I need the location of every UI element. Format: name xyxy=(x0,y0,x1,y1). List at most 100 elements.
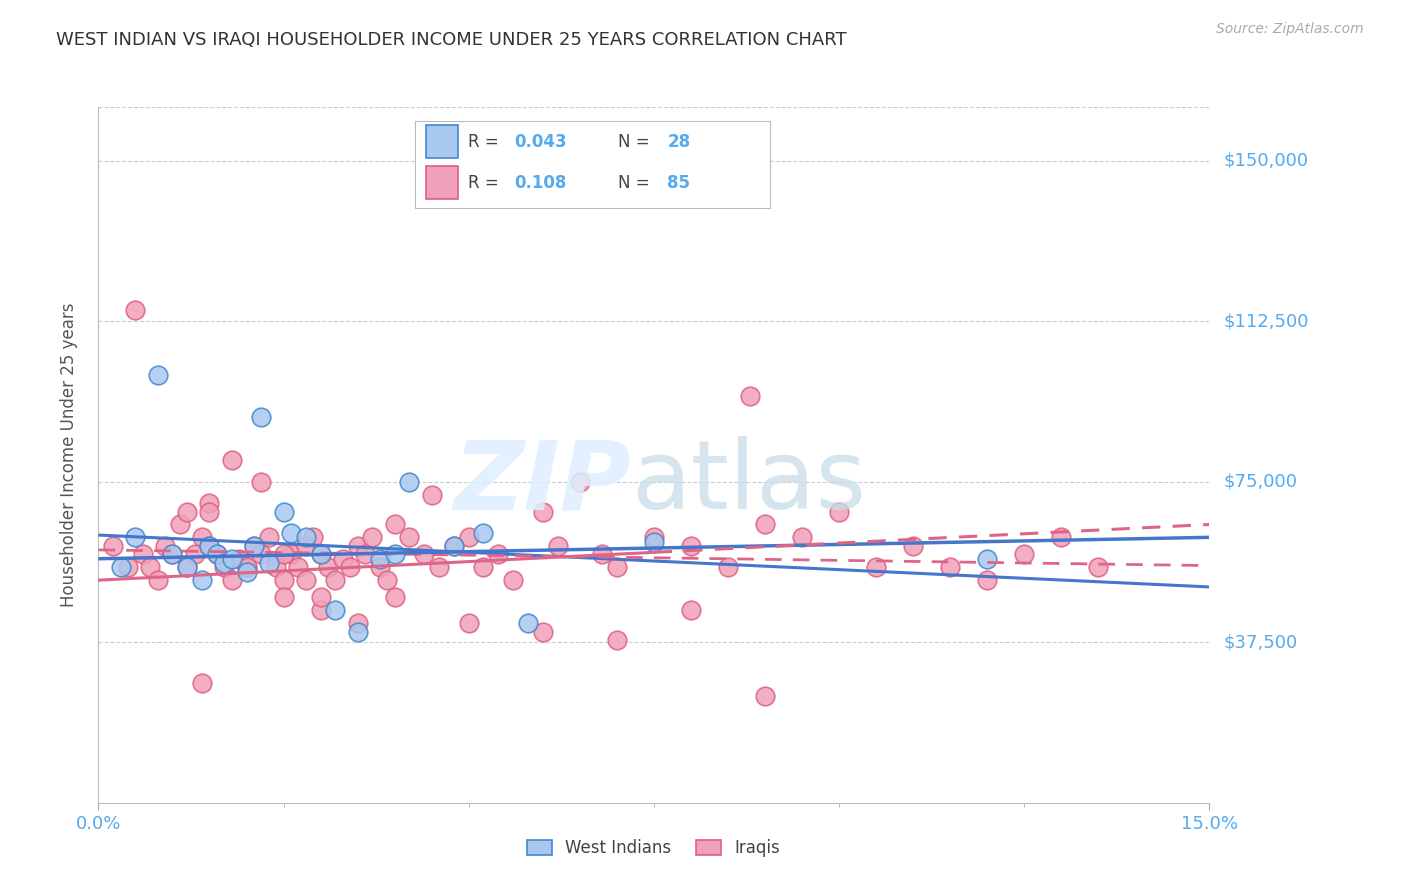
Iraqis xyxy=(162,548,184,562)
Iraqis xyxy=(176,505,198,519)
West Indians xyxy=(325,603,347,617)
West Indians xyxy=(205,548,228,562)
Iraqis xyxy=(354,548,377,562)
Iraqis xyxy=(205,548,228,562)
Iraqis xyxy=(754,689,776,703)
Iraqis xyxy=(398,530,420,544)
West Indians xyxy=(198,539,221,553)
Iraqis xyxy=(235,560,257,574)
Iraqis xyxy=(531,624,554,639)
Iraqis xyxy=(117,560,139,574)
Iraqis xyxy=(547,539,569,553)
Iraqis xyxy=(139,560,162,574)
Iraqis xyxy=(228,551,250,566)
Iraqis xyxy=(828,505,851,519)
Iraqis xyxy=(146,573,169,587)
Iraqis xyxy=(472,560,495,574)
Iraqis xyxy=(176,560,198,574)
Iraqis xyxy=(679,603,702,617)
Iraqis xyxy=(865,560,887,574)
Iraqis xyxy=(420,487,443,501)
Iraqis xyxy=(375,573,398,587)
Iraqis xyxy=(124,303,146,318)
Iraqis xyxy=(606,633,628,648)
Iraqis xyxy=(643,530,665,544)
Iraqis xyxy=(221,573,243,587)
Legend: West Indians, Iraqis: West Indians, Iraqis xyxy=(520,833,787,864)
Iraqis xyxy=(132,548,155,562)
West Indians xyxy=(235,565,257,579)
Iraqis xyxy=(287,560,309,574)
Iraqis xyxy=(486,548,509,562)
Iraqis xyxy=(346,615,368,630)
West Indians xyxy=(221,551,243,566)
West Indians xyxy=(257,556,280,570)
Text: $37,500: $37,500 xyxy=(1223,633,1298,651)
West Indians xyxy=(398,475,420,489)
Iraqis xyxy=(273,548,295,562)
West Indians xyxy=(124,530,146,544)
Iraqis xyxy=(368,560,391,574)
Iraqis xyxy=(273,591,295,605)
Iraqis xyxy=(332,551,354,566)
West Indians xyxy=(346,624,368,639)
West Indians xyxy=(250,410,273,425)
Iraqis xyxy=(717,560,740,574)
Iraqis xyxy=(754,517,776,532)
Iraqis xyxy=(221,453,243,467)
Iraqis xyxy=(325,573,347,587)
West Indians xyxy=(280,526,302,541)
Iraqis xyxy=(384,591,406,605)
Text: atlas: atlas xyxy=(631,436,866,529)
West Indians xyxy=(294,530,316,544)
West Indians xyxy=(214,556,236,570)
Iraqis xyxy=(339,560,361,574)
West Indians xyxy=(384,548,406,562)
Text: ZIP: ZIP xyxy=(454,436,631,529)
Iraqis xyxy=(790,530,813,544)
Iraqis xyxy=(346,539,368,553)
Iraqis xyxy=(976,573,998,587)
Text: Source: ZipAtlas.com: Source: ZipAtlas.com xyxy=(1216,22,1364,37)
Iraqis xyxy=(243,539,266,553)
Iraqis xyxy=(198,496,221,510)
Iraqis xyxy=(103,539,125,553)
Iraqis xyxy=(901,539,924,553)
Iraqis xyxy=(413,548,436,562)
Iraqis xyxy=(250,475,273,489)
Iraqis xyxy=(302,530,325,544)
Iraqis xyxy=(191,676,214,690)
Iraqis xyxy=(679,539,702,553)
Iraqis xyxy=(257,530,280,544)
Iraqis xyxy=(531,505,554,519)
Iraqis xyxy=(309,548,332,562)
West Indians xyxy=(368,551,391,566)
Iraqis xyxy=(502,573,524,587)
West Indians xyxy=(309,548,332,562)
Iraqis xyxy=(183,548,205,562)
Iraqis xyxy=(280,548,302,562)
Iraqis xyxy=(250,548,273,562)
Iraqis xyxy=(1087,560,1109,574)
Iraqis xyxy=(273,573,295,587)
West Indians xyxy=(162,548,184,562)
Iraqis xyxy=(1050,530,1073,544)
Iraqis xyxy=(214,560,236,574)
Text: $112,500: $112,500 xyxy=(1223,312,1309,330)
West Indians xyxy=(643,534,665,549)
Iraqis xyxy=(427,560,450,574)
Iraqis xyxy=(384,517,406,532)
West Indians xyxy=(110,560,132,574)
West Indians xyxy=(191,573,214,587)
Iraqis xyxy=(169,517,191,532)
Iraqis xyxy=(457,530,479,544)
Iraqis xyxy=(568,475,591,489)
Text: $150,000: $150,000 xyxy=(1223,152,1308,169)
Iraqis xyxy=(264,560,287,574)
Y-axis label: Householder Income Under 25 years: Householder Income Under 25 years xyxy=(59,302,77,607)
West Indians xyxy=(443,539,465,553)
West Indians xyxy=(243,539,266,553)
Iraqis xyxy=(309,603,332,617)
Iraqis xyxy=(294,573,316,587)
Iraqis xyxy=(198,505,221,519)
